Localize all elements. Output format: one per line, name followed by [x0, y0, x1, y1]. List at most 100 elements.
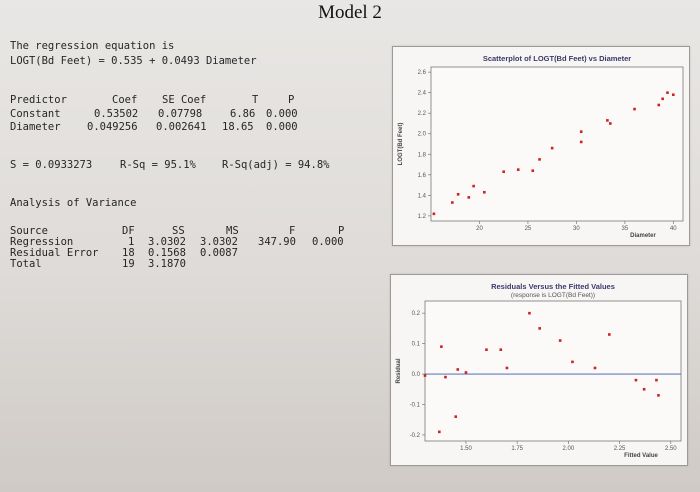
data-point [579, 140, 583, 144]
y-tick-label: 0.2 [412, 311, 421, 317]
data-point [485, 348, 488, 351]
y-tick-label: 1.2 [418, 214, 427, 220]
data-point [451, 201, 454, 204]
plot-area [424, 300, 682, 442]
diameter-t: 18.65 [222, 121, 254, 133]
y-tick-label: 2.6 [418, 70, 427, 76]
x-tick-label: 1.50 [460, 446, 472, 452]
stat-r-sq-adj: R-Sq(adj) = 94.8% [222, 159, 330, 171]
x-tick-label: 2.25 [614, 446, 626, 452]
data-point [593, 366, 597, 370]
data-point [608, 333, 611, 336]
data-point [516, 168, 520, 171]
data-point [655, 378, 658, 382]
data-point [661, 97, 664, 101]
data-point [571, 360, 574, 364]
data-point [666, 91, 669, 94]
data-point [538, 327, 541, 330]
anova-header-f: F [289, 225, 296, 237]
x-axis-label: Diameter [630, 233, 656, 239]
data-point [440, 345, 443, 348]
data-point [657, 103, 661, 107]
anova-p: 0.000 [312, 236, 344, 248]
plot-area [430, 66, 684, 222]
anova-row-label: Regression [10, 236, 74, 248]
data-point [499, 348, 503, 351]
anova-header-df: DF [122, 225, 135, 237]
x-tick-label: 30 [573, 226, 580, 232]
data-point [579, 130, 583, 133]
chart-title: Scatterplot of LOGT(Bd Feet) vs Diameter [483, 54, 631, 63]
data-point [456, 193, 460, 196]
data-point [657, 394, 660, 397]
data-point [609, 122, 612, 125]
stat-s: S = 0.0933273 [10, 159, 93, 171]
anova-df: 19 [122, 258, 135, 270]
diameter-p: 0.000 [266, 121, 298, 133]
anova-header-ss: SS [172, 225, 185, 237]
y-tick-label: 1.8 [418, 152, 427, 158]
anova-df: 1 [128, 236, 135, 248]
x-tick-label: 1.75 [511, 446, 523, 452]
anova-df: 18 [122, 247, 135, 259]
y-tick-label: 2.2 [418, 111, 427, 117]
chart-subtitle: (response is LOGT(Bd Feet)) [511, 292, 595, 299]
data-point [464, 371, 468, 374]
y-tick-label: 1.6 [418, 173, 427, 179]
equation-heading: The regression equation is [10, 40, 175, 52]
anova-f: 347.90 [258, 236, 296, 248]
anova-heading: Analysis of Variance [10, 197, 137, 209]
y-tick-label: -0.1 [410, 402, 421, 408]
col-header-se-coef: SE Coef [162, 94, 207, 106]
x-tick-label: 2.00 [563, 446, 575, 452]
x-tick-label: 35 [622, 226, 629, 232]
data-point [472, 184, 475, 188]
anova-row-label: Total [10, 258, 42, 270]
residuals-chart: Residuals Versus the Fitted Values(respo… [396, 282, 682, 459]
constant-p: 0.000 [266, 108, 298, 120]
data-point [634, 378, 638, 382]
data-point [642, 387, 646, 391]
y-tick-label: 0.1 [412, 342, 421, 348]
data-point [505, 366, 509, 370]
x-tick-label: 2.50 [665, 446, 677, 452]
data-point [423, 374, 427, 377]
chart-title: Residuals Versus the Fitted Values [491, 282, 615, 291]
data-point [550, 146, 554, 150]
data-point [528, 311, 531, 315]
scatterplot-panel: Scatterplot of LOGT(Bd Feet) vs Diameter… [392, 46, 690, 246]
data-point [454, 415, 458, 418]
y-tick-label: 2.0 [418, 132, 427, 138]
constant-se-coef: 0.07798 [158, 108, 203, 120]
anova-ss: 3.1870 [148, 258, 186, 270]
col-header-p: P [288, 94, 295, 106]
data-point [456, 368, 460, 371]
col-header-t: T [252, 94, 259, 106]
anova-header-ms: MS [226, 225, 239, 237]
y-axis-label: Residual [396, 358, 402, 383]
x-tick-label: 25 [525, 226, 532, 232]
anova-ms: 0.0087 [200, 247, 238, 259]
col-header-predictor: Predictor [10, 94, 67, 106]
anova-ss: 3.0302 [148, 236, 186, 248]
y-tick-label: 2.4 [418, 91, 427, 97]
data-point [538, 158, 541, 161]
data-point [606, 119, 609, 122]
anova-header-source: Source [10, 225, 48, 237]
diameter-se-coef: 0.002641 [156, 121, 207, 133]
constant-coef: 0.53502 [94, 108, 139, 120]
y-tick-label: 0.0 [412, 372, 421, 378]
x-axis-label: Fitted Value [624, 453, 658, 459]
data-point [444, 375, 447, 379]
y-tick-label: 1.4 [418, 193, 427, 199]
x-tick-label: 20 [476, 226, 483, 232]
y-axis-label: LOGT(Bd Feet) [398, 123, 404, 166]
data-point [531, 169, 535, 172]
data-point [672, 93, 675, 97]
equation-formula: LOGT(Bd Feet) = 0.535 + 0.0493 Diameter [10, 55, 257, 67]
constant-t: 6.86 [230, 108, 256, 120]
data-point [502, 170, 505, 174]
anova-row-label: Residual Error [10, 247, 99, 259]
scatterplot-chart: Scatterplot of LOGT(Bd Feet) vs Diameter… [398, 54, 684, 239]
row-label-constant: Constant [10, 108, 61, 120]
